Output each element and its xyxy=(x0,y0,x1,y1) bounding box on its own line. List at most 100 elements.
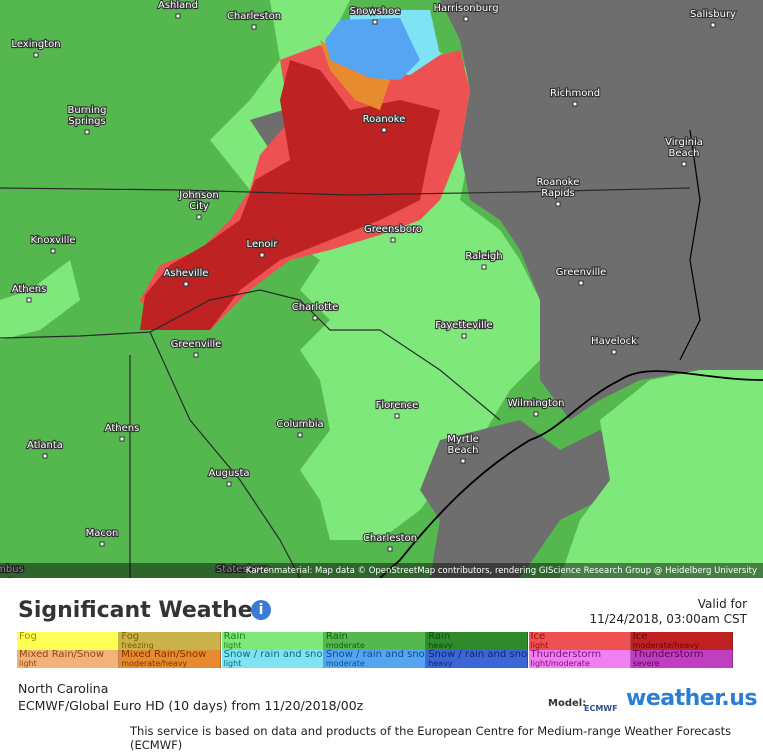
city-marker xyxy=(372,19,378,25)
legend-name: Rain xyxy=(325,632,348,642)
legend-item: Ice light xyxy=(528,632,631,650)
attribution: Kartenmaterial: Map data © OpenStreetMap… xyxy=(246,566,757,576)
legend-detail: light/moderate xyxy=(530,659,590,668)
legend-detail: light xyxy=(223,641,242,650)
city-marker xyxy=(99,541,105,547)
city-marker xyxy=(251,24,257,30)
city-marker xyxy=(390,237,396,243)
legend-detail: freezing xyxy=(121,641,154,650)
ice-heavy-area xyxy=(140,60,440,330)
city-marker xyxy=(387,546,393,552)
city-label: Greenville xyxy=(171,339,222,350)
city-label: Athens xyxy=(105,423,140,434)
brand-logo[interactable]: weather.us xyxy=(626,686,758,711)
city-label: Charlotte xyxy=(292,302,338,313)
city-label: Havelock xyxy=(591,336,637,347)
footer: This service is based on data and produc… xyxy=(130,724,732,752)
coastline xyxy=(679,129,701,361)
weather-map: Ashland Charleston Snowshoe Harrisonburg Sal… xyxy=(0,0,763,578)
city-marker xyxy=(119,436,125,442)
city-label: Ashland xyxy=(158,0,198,11)
city-label: Augusta xyxy=(208,468,249,479)
city-label: Myrtle xyxy=(447,434,479,445)
city-marker xyxy=(394,413,400,419)
city-label: Fayetteville xyxy=(435,320,492,331)
valid-time: 11/24/2018, 03:00am CST xyxy=(589,612,747,626)
city-marker xyxy=(572,101,578,107)
legend-name: Mixed Rain/Snow xyxy=(19,650,105,660)
legend-name: Rain xyxy=(223,632,246,642)
city-label: Wilmington xyxy=(508,398,565,409)
state-border xyxy=(0,187,691,196)
state-border xyxy=(0,289,501,421)
city-marker xyxy=(259,252,265,258)
legend-name: Snow / rain and snow xyxy=(325,650,426,660)
model-run: ECMWF/Global Euro HD (10 days) from 11/2… xyxy=(18,698,364,713)
borders xyxy=(0,129,763,578)
rain-light-area xyxy=(560,370,763,578)
city-label: Asheville xyxy=(164,268,209,279)
model-label: Model: xyxy=(548,698,587,709)
city-label: mbus xyxy=(0,564,24,575)
city-label: Richmond xyxy=(550,88,600,99)
legend-item: Snow / rain and snow heavy xyxy=(426,650,529,668)
city-marker xyxy=(381,127,387,133)
city-label: Columbia xyxy=(276,419,323,430)
legend-name: Ice xyxy=(632,632,648,642)
city-label: Charleston xyxy=(363,533,417,544)
city-marker xyxy=(710,22,716,28)
no-precip-area xyxy=(420,420,620,578)
legend-detail: light xyxy=(530,641,549,650)
city-marker xyxy=(297,432,303,438)
valid-label: Valid for xyxy=(697,597,747,611)
city-marker xyxy=(463,16,469,22)
legend-item: Snow / rain and snow light xyxy=(221,650,324,668)
city-label: Lenoir xyxy=(247,239,279,250)
attribution-bar xyxy=(0,563,763,578)
city-labels: Ashland Charleston Snowshoe Harrisonburg Sal… xyxy=(0,0,737,578)
city-marker xyxy=(42,453,48,459)
legend-name: Mixed Rain/Snow xyxy=(121,650,207,660)
city-label: Rapids xyxy=(541,188,575,199)
legend-detail: moderate/heavy xyxy=(121,659,188,668)
city-label: Statesboro xyxy=(216,564,270,575)
city-label: Burning xyxy=(68,105,107,116)
legend-detail: heavy xyxy=(428,659,453,668)
legend-name: Fog xyxy=(121,632,140,642)
city-marker xyxy=(226,481,232,487)
city-label: Snowshoe xyxy=(350,6,401,17)
region: North Carolina xyxy=(18,681,109,696)
city-label: Macon xyxy=(86,528,119,539)
city-label: City xyxy=(189,201,209,212)
city-label: Lexington xyxy=(11,39,60,50)
city-label: Florence xyxy=(376,400,419,411)
info-icon[interactable]: i xyxy=(251,600,271,620)
panel-title: Significant Weather xyxy=(18,598,264,623)
city-marker xyxy=(681,161,687,167)
legend-detail: heavy xyxy=(428,641,453,650)
city-label: Raleigh xyxy=(465,251,502,262)
legend-name: Fog xyxy=(19,632,37,642)
city-label: Salisbury xyxy=(690,9,736,20)
legend-detail: moderate xyxy=(325,641,365,650)
city-label: Beach xyxy=(448,445,479,456)
city-label: Harrisonburg xyxy=(433,3,498,14)
city-label: Roanoke xyxy=(537,177,580,188)
city-marker xyxy=(193,352,199,358)
city-label: Virginia xyxy=(665,137,703,148)
city-marker xyxy=(533,411,539,417)
city-label: Johnson xyxy=(178,190,218,201)
legend-name: Rain xyxy=(428,632,451,642)
city-label: Athens xyxy=(12,284,47,295)
city-label: Charleston xyxy=(227,11,281,22)
legend-name: Snow / rain and snow xyxy=(223,650,324,660)
city-label: Springs xyxy=(68,116,105,127)
city-label: Knoxville xyxy=(30,235,75,246)
legend: Fog Fog freezing Rain light Rain moderate Rain h… xyxy=(17,632,733,668)
ecmwf-logo: ECMWF xyxy=(584,704,618,713)
no-precip-area xyxy=(440,0,763,420)
city-marker xyxy=(460,458,466,464)
coastline xyxy=(379,370,763,578)
legend-detail: severe xyxy=(632,659,660,668)
